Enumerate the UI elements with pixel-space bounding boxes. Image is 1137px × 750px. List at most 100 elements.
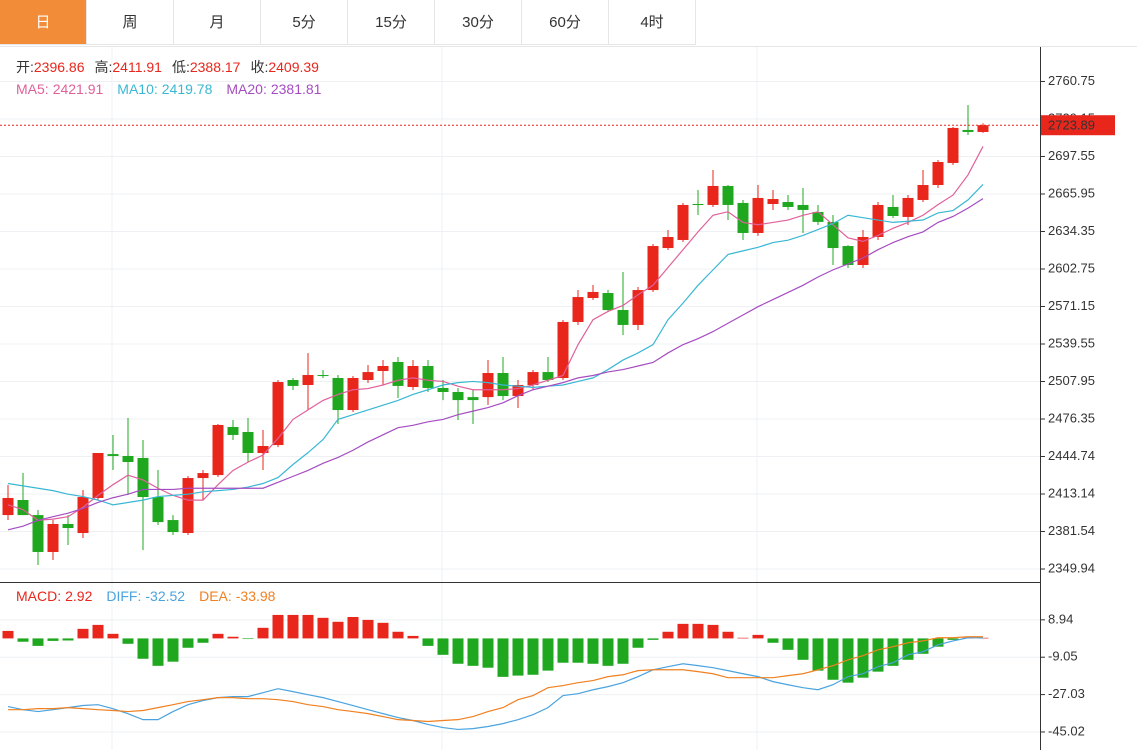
candle-body: [347, 377, 359, 411]
candle-body: [947, 127, 959, 163]
candle-body: [152, 497, 164, 523]
candle-body: [647, 246, 659, 291]
macd-bar: [2, 630, 14, 639]
candle-body: [122, 455, 134, 463]
macd-bar: [17, 638, 29, 642]
macd-bar: [572, 638, 584, 663]
readout: MA5: 2421.91 MA10: 2419.78 MA20: 2381.81: [16, 81, 322, 97]
ma-line: [7, 198, 984, 531]
macd-bar: [407, 635, 419, 639]
macd-bar: [887, 638, 899, 666]
period-tab[interactable]: 30分: [435, 0, 522, 45]
candle-body: [227, 427, 239, 435]
macd-line: [7, 637, 983, 731]
candle-body: [662, 237, 674, 249]
readout-value: 2419.78: [162, 81, 213, 97]
marks: [2, 105, 989, 731]
candle-body: [797, 204, 809, 210]
y-tick-label: 2539.55: [1048, 335, 1095, 350]
macd-line: [8, 636, 983, 723]
candle-body: [512, 384, 524, 397]
macd-bar: [902, 638, 914, 660]
macd-bar: [617, 638, 629, 664]
period-tab[interactable]: 日: [0, 0, 87, 45]
y-tick-label: 2760.75: [1048, 73, 1095, 88]
period-tab[interactable]: 4时: [609, 0, 696, 45]
macd-bar: [527, 638, 539, 675]
labels: 2349.94 2381.54 2413.14 2444.74 2476.35 2507.…: [0, 59, 1115, 738]
candle-body: [767, 199, 779, 205]
candle-body: [962, 129, 974, 132]
macd-bar: [47, 638, 59, 641]
candle-body: [527, 372, 539, 385]
candle-body: [62, 523, 74, 529]
candle-body: [392, 361, 404, 386]
macd-bar: [272, 614, 284, 639]
y-tick-label: 2571.15: [1048, 298, 1095, 313]
macd-bar: [602, 638, 614, 666]
readout: 开:2396.86 高:2411.91 低:2388.17 收:2409.39: [16, 59, 319, 75]
y-tick-label: 8.94: [1048, 611, 1073, 626]
candle-body: [542, 372, 554, 381]
candle-body: [272, 382, 284, 446]
macd-bar: [767, 638, 779, 643]
candle-body: [722, 185, 734, 205]
y-tick-label: 2444.74: [1048, 448, 1095, 463]
macd-bar: [917, 638, 929, 654]
macd-bar: [692, 623, 704, 639]
candle-body: [782, 201, 794, 207]
macd-bar: [257, 627, 269, 639]
ma-line: [7, 184, 984, 506]
macd-bar: [872, 638, 884, 672]
macd-bar: [797, 638, 809, 660]
candle-body: [17, 499, 29, 516]
candle-body: [92, 452, 104, 498]
candle-body: [377, 366, 389, 371]
candle-body: [257, 445, 269, 453]
readout-label: MA10:: [117, 81, 157, 97]
readout-value: -32.52: [145, 588, 185, 604]
macd-bar: [932, 638, 944, 647]
candle-body: [407, 366, 419, 388]
period-tab[interactable]: 周: [87, 0, 174, 45]
candle-body: [182, 478, 194, 533]
macd-bar: [947, 638, 959, 640]
period-tab[interactable]: 15分: [348, 0, 435, 45]
macd-bar: [737, 637, 749, 639]
macd-bar: [287, 614, 299, 639]
candle-body: [617, 309, 629, 325]
macd-bar: [677, 623, 689, 639]
period-tab[interactable]: 60分: [522, 0, 609, 45]
y-tick-label: 2507.95: [1048, 373, 1095, 388]
candle-body: [977, 125, 989, 132]
macd-bar: [722, 631, 734, 639]
macd-bar: [662, 631, 674, 639]
macd-bar: [437, 638, 449, 655]
candle-body: [602, 293, 614, 310]
readout-label: 低:: [172, 59, 190, 75]
candle-body: [557, 321, 569, 378]
candle-body: [632, 290, 644, 325]
candle-body: [692, 204, 704, 206]
period-tab[interactable]: 月: [174, 0, 261, 45]
readout-value: 2.92: [65, 588, 92, 604]
candle-body: [482, 373, 494, 398]
candle-body: [437, 387, 449, 392]
candle-body: [47, 523, 59, 552]
readout-label: MA5:: [16, 81, 49, 97]
macd-bar: [182, 638, 194, 648]
candle-body: [137, 457, 149, 498]
readout-value: -33.98: [236, 588, 276, 604]
readout-value: 2421.91: [53, 81, 104, 97]
macd-bar: [212, 633, 224, 639]
macd-bar: [482, 638, 494, 668]
y-tick-label: 2634.35: [1048, 223, 1095, 238]
candle-body: [872, 204, 884, 238]
macd-bar: [32, 638, 44, 646]
period-tab[interactable]: 5分: [261, 0, 348, 45]
candle-body: [467, 397, 479, 401]
period-tabs: 日周月 5分 15分 30分 60分 4时: [0, 0, 696, 46]
macd-bar: [302, 614, 314, 639]
